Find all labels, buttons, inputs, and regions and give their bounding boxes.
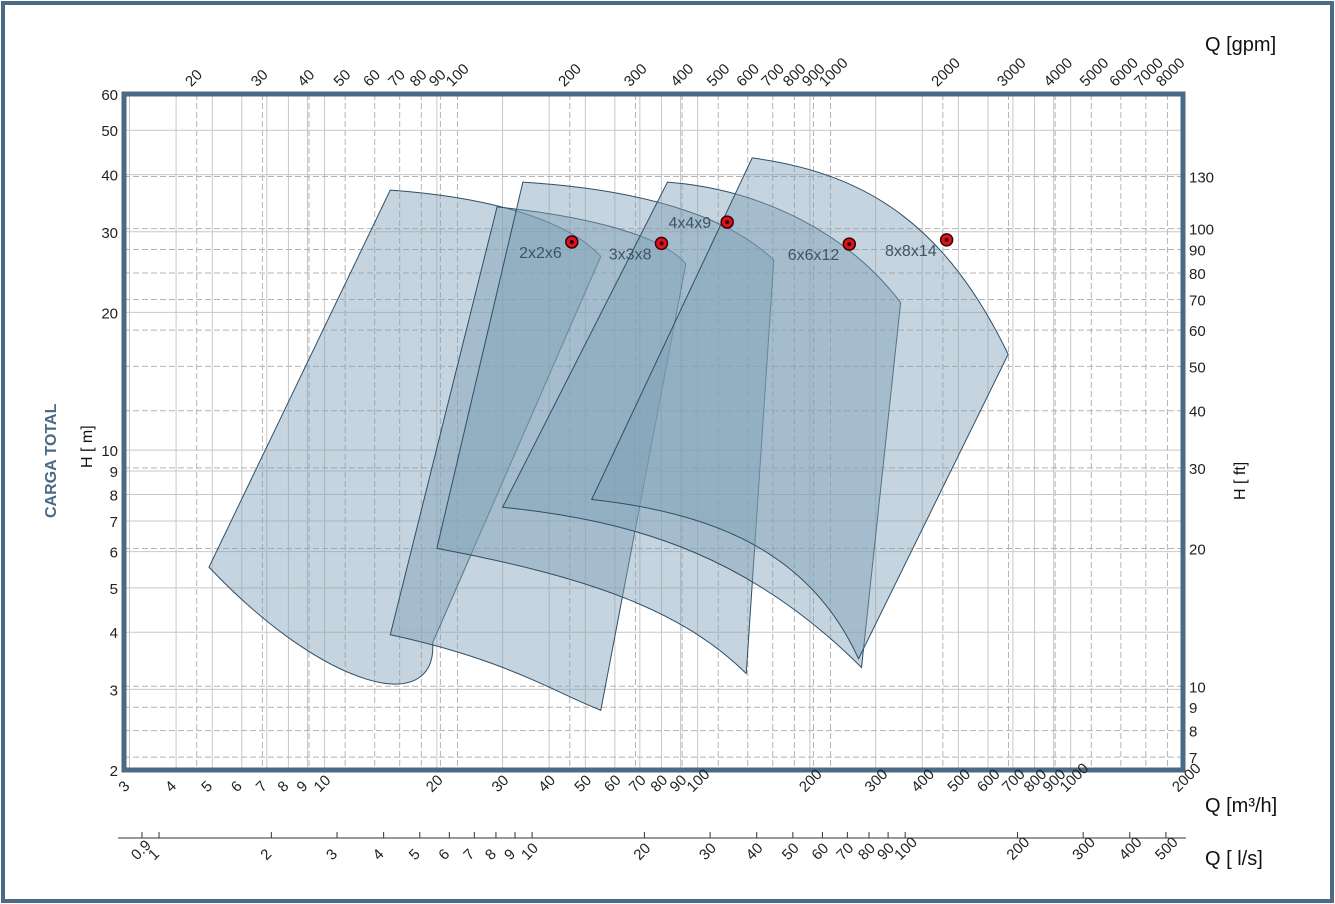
series-label-4x4x9: 4x4x9 (668, 215, 711, 232)
tick-label-m: 8 (110, 487, 118, 504)
tick-label-m: 40 (101, 168, 118, 185)
m3h-axis-label: Q [m³/h] (1205, 795, 1277, 817)
duty-point-center-2x2x6 (569, 239, 574, 244)
tick-label-ft: 70 (1189, 293, 1206, 310)
pump-area-3x3x8 (389, 206, 687, 712)
duty-points: 2x2x6 3x3x8 4x4x9 6x6x12 8x8x14 (519, 215, 954, 264)
tick-label-ft: 130 (1189, 169, 1214, 186)
tick-label-m: 9 (110, 464, 118, 481)
head-m-axis-label: H [ m] (79, 425, 96, 468)
duty-point-center-6x6x12 (847, 242, 852, 247)
series-label-8x8x14: 8x8x14 (885, 243, 937, 260)
tick-label-ft: 90 (1189, 243, 1206, 260)
tick-label-m: 60 (101, 87, 118, 104)
series-label-3x3x8: 3x3x8 (609, 246, 652, 263)
tick-label-ft: 10 (1189, 679, 1206, 696)
duty-point-center-4x4x9 (725, 220, 730, 225)
series-label-2x2x6: 2x2x6 (519, 245, 562, 262)
tick-label-m: 4 (110, 625, 118, 642)
tick-label-m: 50 (101, 123, 118, 140)
tick-label-m: 2 (110, 763, 118, 780)
series-label-6x6x12: 6x6x12 (788, 247, 840, 264)
tick-label-ft: 9 (1189, 700, 1197, 717)
tick-label-ft: 40 (1189, 404, 1206, 421)
pump-area-8x8x14 (590, 157, 1009, 660)
plot-border (121, 91, 1186, 773)
pump-area-2x2x6 (208, 189, 602, 685)
tick-label-ft: 7 (1189, 750, 1197, 767)
tick-label-ft: 60 (1189, 323, 1206, 340)
duty-point-center-3x3x8 (659, 241, 664, 246)
tick-label-m: 20 (101, 305, 118, 322)
tick-label-m: 7 (110, 514, 118, 531)
gpm-axis-label: Q [gpm] (1205, 34, 1276, 56)
tick-label-m: 6 (110, 545, 118, 562)
tick-label-m: 10 (101, 443, 118, 460)
ls-axis-label: Q [ l/s] (1205, 848, 1263, 870)
tick-label-m: 3 (110, 682, 118, 699)
y-axis-title: CARGA TOTAL (43, 403, 60, 518)
tick-label-ft: 50 (1189, 359, 1206, 376)
head-ft-axis-label: H [ ft] (1232, 462, 1249, 500)
tick-label-ft: 30 (1189, 461, 1206, 478)
tick-label-ft: 20 (1189, 541, 1206, 558)
tick-label-ft: 80 (1189, 266, 1206, 283)
tick-label-m: 5 (110, 581, 118, 598)
pump-curves (208, 157, 1009, 712)
duty-point-center-8x8x14 (944, 237, 949, 242)
pump-area-6x6x12 (501, 181, 902, 669)
tick-label-ft: 100 (1189, 222, 1214, 239)
tick-label-m: 30 (101, 225, 118, 242)
tick-label-ft: 8 (1189, 724, 1197, 741)
